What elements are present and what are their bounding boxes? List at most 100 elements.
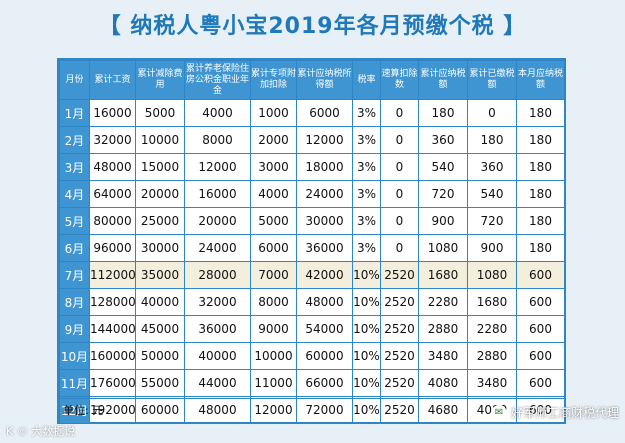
table-cell: 12000 — [184, 153, 251, 181]
table-cell: 2520 — [380, 369, 419, 397]
table-cell: 80000 — [89, 207, 136, 235]
table-cell: 10% — [352, 261, 381, 289]
table-cell: 360 — [418, 126, 468, 154]
table-cell: 600 — [516, 288, 565, 316]
table-cell: 10% — [352, 369, 381, 397]
tax-table-frame: 月份 累计工资 累计减除费用 累计养老保险住房公积金职业年金 累计专项附加扣除 累计应纳税… — [57, 58, 566, 424]
month-cell: 2月 — [59, 126, 90, 154]
table-cell: 30000 — [135, 234, 185, 262]
table-cell: 42000 — [296, 261, 353, 289]
table-cell: 180 — [516, 234, 565, 262]
watermark-right-text: 好军师工商财税代理 — [510, 406, 619, 420]
table-cell: 0 — [467, 99, 517, 127]
table-cell: 12000 — [250, 396, 297, 424]
table-cell: 0 — [380, 180, 419, 208]
table-cell: 3000 — [250, 153, 297, 181]
column-header: 速算扣除数 — [380, 60, 419, 100]
table-cell: 180 — [467, 126, 517, 154]
table-cell: 32000 — [89, 126, 136, 154]
month-cell: 9月 — [59, 315, 90, 343]
page-title: 【 纳税人粤小宝2019年各月预缴个税 】 — [98, 14, 527, 39]
table-cell: 20000 — [184, 207, 251, 235]
table-cell: 40000 — [135, 288, 185, 316]
table-cell: 600 — [516, 369, 565, 397]
table-row: 2月 32000 10000 8000 2000 12000 3% 0 360 180 180 — [59, 126, 565, 154]
table-cell: 96000 — [89, 234, 136, 262]
table-header-row: 月份 累计工资 累计减除费用 累计养老保险住房公积金职业年金 累计专项附加扣除 累计应纳税… — [59, 60, 565, 100]
column-header: 累计减除费用 — [135, 60, 185, 100]
table-cell: 0 — [380, 234, 419, 262]
table-cell: 6000 — [296, 99, 353, 127]
table-row: 5月 80000 25000 20000 5000 30000 3% 0 900 720 180 — [59, 207, 565, 235]
table-cell: 192000 — [89, 396, 136, 424]
table-cell: 600 — [516, 261, 565, 289]
tax-table: 月份 累计工资 累计减除费用 累计养老保险住房公积金职业年金 累计专项附加扣除 累计应纳税… — [59, 60, 565, 424]
table-cell: 180 — [516, 153, 565, 181]
table-cell: 1080 — [467, 261, 517, 289]
table-cell: 128000 — [89, 288, 136, 316]
table-cell: 360 — [467, 153, 517, 181]
table-cell: 64000 — [89, 180, 136, 208]
table-cell: 24000 — [296, 180, 353, 208]
month-cell: 6月 — [59, 234, 90, 262]
wechat-icon: ✉ — [490, 404, 507, 421]
table-cell: 900 — [467, 234, 517, 262]
table-cell: 60000 — [135, 396, 185, 424]
watermark-left: K © 大数据说 — [6, 425, 76, 438]
table-cell: 720 — [418, 180, 468, 208]
table-cell: 4680 — [418, 396, 468, 424]
month-cell: 5月 — [59, 207, 90, 235]
table-cell: 2000 — [250, 126, 297, 154]
table-cell: 10% — [352, 342, 381, 370]
table-cell: 1000 — [250, 99, 297, 127]
table-cell: 3% — [352, 153, 381, 181]
table-cell: 45000 — [135, 315, 185, 343]
table-cell: 16000 — [89, 99, 136, 127]
month-cell: 11月 — [59, 369, 90, 397]
table-cell: 2520 — [380, 396, 419, 424]
table-cell: 24000 — [184, 234, 251, 262]
table-cell: 25000 — [135, 207, 185, 235]
table-cell: 4080 — [418, 369, 468, 397]
table-cell: 50000 — [135, 342, 185, 370]
table-cell: 40000 — [184, 342, 251, 370]
table-cell: 30000 — [296, 207, 353, 235]
month-cell: 3月 — [59, 153, 90, 181]
table-cell: 180 — [516, 126, 565, 154]
table-cell: 11000 — [250, 369, 297, 397]
table-cell: 900 — [418, 207, 468, 235]
month-cell: 4月 — [59, 180, 90, 208]
table-cell: 1680 — [418, 261, 468, 289]
table-cell: 3480 — [418, 342, 468, 370]
table-cell: 48000 — [184, 396, 251, 424]
table-cell: 10% — [352, 396, 381, 424]
table-cell: 112000 — [89, 261, 136, 289]
table-cell: 180 — [516, 180, 565, 208]
table-cell: 6000 — [250, 234, 297, 262]
table-cell: 2520 — [380, 315, 419, 343]
table-cell: 36000 — [296, 234, 353, 262]
table-cell: 5000 — [250, 207, 297, 235]
table-cell: 180 — [516, 99, 565, 127]
table-cell: 2880 — [467, 342, 517, 370]
month-cell: 7月 — [59, 261, 90, 289]
table-cell: 3480 — [467, 369, 517, 397]
table-cell: 16000 — [184, 180, 251, 208]
table-cell: 2520 — [380, 288, 419, 316]
table-cell: 2520 — [380, 342, 419, 370]
table-cell: 540 — [467, 180, 517, 208]
table-cell: 10% — [352, 288, 381, 316]
unit-label: 单位: 元 — [59, 398, 564, 422]
table-row: 11月 176000 55000 44000 11000 66000 10% 2520 4080… — [59, 369, 565, 397]
table-cell: 2520 — [380, 261, 419, 289]
table-cell: 0 — [380, 126, 419, 154]
table-cell: 3% — [352, 207, 381, 235]
table-row: 10月 160000 50000 40000 10000 60000 10% 2520 3480… — [59, 342, 565, 370]
table-cell: 600 — [516, 315, 565, 343]
table-cell: 55000 — [135, 369, 185, 397]
column-header: 本月应纳税额 — [516, 60, 565, 100]
table-row: 1月 16000 5000 4000 1000 6000 3% 0 180 0 180 — [59, 99, 565, 127]
column-header: 税率 — [352, 60, 381, 100]
column-header: 累计应纳税额 — [418, 60, 468, 100]
table-cell: 15000 — [135, 153, 185, 181]
